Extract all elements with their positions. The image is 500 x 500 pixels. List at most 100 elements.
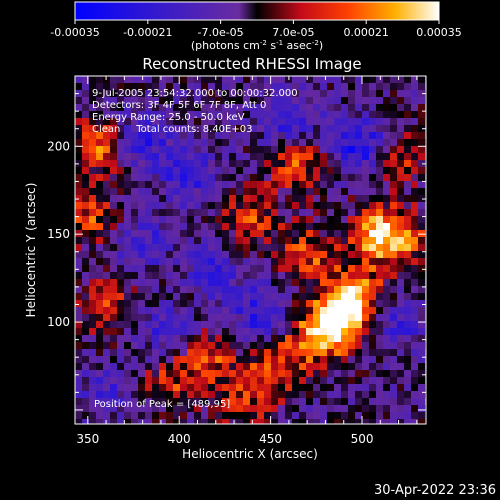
image-pixel xyxy=(257,244,264,251)
image-pixel xyxy=(397,321,404,328)
image-pixel xyxy=(229,111,236,118)
image-pixel xyxy=(341,258,348,265)
x-tick-label: 450 xyxy=(259,432,282,446)
image-pixel xyxy=(327,258,334,265)
image-pixel xyxy=(390,342,397,349)
image-pixel xyxy=(75,300,82,307)
image-pixel xyxy=(313,202,320,209)
image-pixel xyxy=(278,160,285,167)
image-pixel xyxy=(264,321,271,328)
image-pixel xyxy=(110,356,117,363)
image-pixel xyxy=(383,279,390,286)
image-pixel xyxy=(313,195,320,202)
image-pixel xyxy=(201,258,208,265)
image-pixel xyxy=(208,300,215,307)
image-pixel xyxy=(397,272,404,279)
image-pixel xyxy=(299,377,306,384)
image-pixel xyxy=(411,391,418,398)
image-pixel xyxy=(292,146,299,153)
image-pixel xyxy=(397,153,404,160)
image-pixel xyxy=(138,118,145,125)
image-pixel xyxy=(313,307,320,314)
image-pixel xyxy=(299,342,306,349)
image-pixel xyxy=(75,272,82,279)
image-pixel xyxy=(145,230,152,237)
image-pixel xyxy=(201,223,208,230)
image-pixel xyxy=(201,363,208,370)
image-pixel xyxy=(341,335,348,342)
image-pixel xyxy=(208,265,215,272)
image-pixel xyxy=(201,265,208,272)
image-pixel xyxy=(299,153,306,160)
image-pixel xyxy=(327,146,334,153)
image-pixel xyxy=(306,237,313,244)
image-pixel xyxy=(250,209,257,216)
image-pixel xyxy=(355,335,362,342)
image-pixel xyxy=(117,384,124,391)
image-pixel xyxy=(313,265,320,272)
image-pixel xyxy=(82,174,89,181)
image-pixel xyxy=(229,314,236,321)
image-pixel xyxy=(369,265,376,272)
image-pixel xyxy=(334,244,341,251)
image-pixel xyxy=(271,342,278,349)
image-pixel xyxy=(390,377,397,384)
image-pixel xyxy=(152,286,159,293)
image-pixel xyxy=(362,146,369,153)
image-pixel xyxy=(264,307,271,314)
image-pixel xyxy=(243,286,250,293)
image-pixel xyxy=(173,181,180,188)
image-pixel xyxy=(222,300,229,307)
image-pixel xyxy=(278,132,285,139)
image-pixel xyxy=(264,195,271,202)
image-pixel xyxy=(187,419,194,424)
image-pixel xyxy=(376,265,383,272)
image-pixel xyxy=(306,230,313,237)
image-pixel xyxy=(299,258,306,265)
image-pixel xyxy=(82,370,89,377)
image-pixel xyxy=(397,398,404,405)
info-line-detectors: Detectors: 3F 4F 5F 6F 7F 8F, Att 0 xyxy=(92,100,266,111)
image-pixel xyxy=(166,153,173,160)
image-pixel xyxy=(222,90,229,97)
image-pixel xyxy=(348,181,355,188)
image-pixel xyxy=(159,419,166,424)
image-pixel xyxy=(124,335,131,342)
image-pixel xyxy=(138,251,145,258)
image-pixel xyxy=(96,342,103,349)
image-pixel xyxy=(201,97,208,104)
image-pixel xyxy=(145,209,152,216)
image-pixel xyxy=(348,188,355,195)
image-pixel xyxy=(369,188,376,195)
image-pixel xyxy=(327,174,334,181)
image-pixel xyxy=(145,307,152,314)
image-pixel xyxy=(355,139,362,146)
image-pixel xyxy=(390,237,397,244)
image-pixel xyxy=(145,244,152,251)
image-pixel xyxy=(306,363,313,370)
image-pixel xyxy=(138,363,145,370)
image-pixel xyxy=(152,111,159,118)
image-pixel xyxy=(159,286,166,293)
image-pixel xyxy=(180,398,187,405)
image-pixel xyxy=(222,398,229,405)
image-pixel xyxy=(194,384,201,391)
image-pixel xyxy=(285,405,292,412)
image-pixel xyxy=(82,230,89,237)
image-pixel xyxy=(271,90,278,97)
image-pixel xyxy=(82,223,89,230)
image-pixel xyxy=(383,153,390,160)
image-pixel xyxy=(166,279,173,286)
image-pixel xyxy=(131,209,138,216)
image-pixel xyxy=(229,230,236,237)
image-pixel xyxy=(376,321,383,328)
image-pixel xyxy=(243,342,250,349)
image-pixel xyxy=(194,216,201,223)
image-pixel xyxy=(397,90,404,97)
image-pixel xyxy=(187,279,194,286)
image-pixel xyxy=(124,251,131,258)
image-pixel xyxy=(117,230,124,237)
image-pixel xyxy=(229,265,236,272)
image-pixel xyxy=(229,118,236,125)
image-pixel xyxy=(89,202,96,209)
